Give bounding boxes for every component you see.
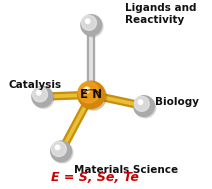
- Circle shape: [52, 142, 73, 163]
- Text: Ligands and
Reactivity: Ligands and Reactivity: [125, 3, 197, 25]
- Circle shape: [81, 15, 102, 36]
- Circle shape: [51, 141, 71, 162]
- Circle shape: [55, 145, 60, 150]
- Circle shape: [86, 20, 88, 22]
- Circle shape: [85, 88, 88, 91]
- Text: E = S, Se, Te: E = S, Se, Te: [51, 171, 139, 184]
- Circle shape: [37, 91, 39, 93]
- Circle shape: [33, 87, 47, 102]
- Circle shape: [85, 19, 90, 23]
- Circle shape: [134, 96, 149, 111]
- Circle shape: [51, 142, 66, 156]
- Circle shape: [32, 86, 53, 107]
- Circle shape: [138, 100, 143, 105]
- Circle shape: [78, 81, 105, 108]
- Circle shape: [78, 82, 99, 103]
- Circle shape: [82, 15, 96, 30]
- Circle shape: [84, 87, 90, 93]
- Circle shape: [135, 97, 156, 118]
- Text: Biology: Biology: [155, 97, 199, 107]
- Circle shape: [82, 16, 103, 37]
- Text: E N: E N: [80, 88, 102, 101]
- Circle shape: [33, 88, 54, 108]
- Circle shape: [139, 101, 141, 103]
- Circle shape: [56, 146, 58, 148]
- Circle shape: [80, 83, 107, 110]
- Circle shape: [134, 96, 154, 116]
- Text: Catalysis: Catalysis: [8, 80, 61, 90]
- Circle shape: [36, 91, 41, 95]
- Text: Materials Science: Materials Science: [74, 165, 179, 175]
